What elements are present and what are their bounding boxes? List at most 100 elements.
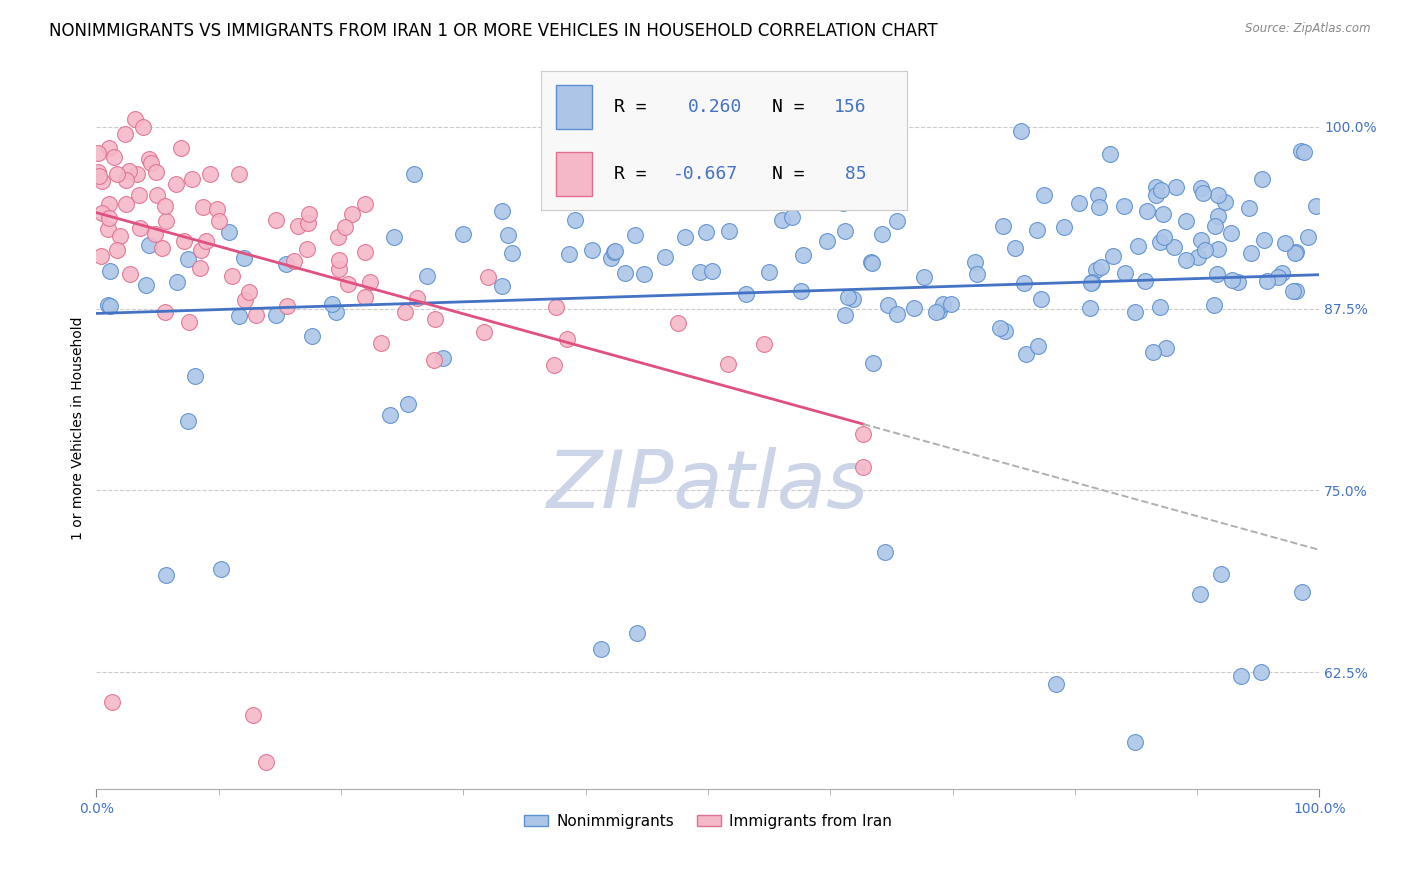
Point	[396, 397, 419, 411]
Point	[276, 299, 298, 313]
Point	[295, 243, 318, 257]
Point	[1289, 145, 1312, 159]
Point	[105, 243, 128, 257]
Point	[333, 219, 356, 234]
Point	[200, 167, 222, 181]
Point	[1087, 200, 1109, 214]
Point	[98, 211, 121, 225]
Point	[790, 284, 813, 298]
Text: -0.667: -0.667	[673, 165, 738, 183]
Point	[98, 263, 121, 277]
Point	[862, 356, 884, 370]
Point	[145, 165, 167, 179]
Point	[336, 277, 359, 291]
Point	[852, 427, 875, 442]
Point	[544, 301, 567, 315]
Point	[145, 188, 167, 202]
Point	[501, 245, 523, 260]
Point	[842, 292, 865, 306]
Point	[91, 174, 114, 188]
Point	[87, 165, 110, 179]
Point	[1102, 249, 1125, 263]
Text: N =: N =	[772, 98, 815, 116]
Point	[695, 225, 717, 239]
Point	[370, 336, 392, 351]
Point	[87, 146, 110, 161]
Point	[1291, 585, 1313, 599]
Point	[170, 141, 193, 155]
Point	[143, 227, 166, 241]
Point	[831, 195, 853, 210]
Point	[138, 238, 160, 252]
Point	[1026, 223, 1049, 237]
Point	[994, 324, 1017, 338]
Point	[432, 351, 454, 365]
Point	[124, 112, 146, 127]
Point	[125, 168, 148, 182]
Point	[1149, 235, 1171, 249]
Point	[758, 265, 780, 279]
Point	[718, 224, 741, 238]
Point	[155, 199, 177, 213]
Point	[1251, 171, 1274, 186]
Point	[1123, 305, 1146, 319]
Point	[254, 755, 277, 769]
Point	[1206, 187, 1229, 202]
Point	[614, 266, 637, 280]
Point	[1189, 181, 1212, 195]
Point	[232, 251, 254, 265]
Point	[97, 221, 120, 235]
Point	[205, 202, 228, 216]
Point	[328, 262, 350, 277]
Point	[1126, 239, 1149, 253]
Point	[1274, 236, 1296, 251]
Point	[165, 177, 187, 191]
Point	[191, 200, 214, 214]
Point	[872, 227, 894, 241]
Point	[903, 301, 925, 316]
Point	[1114, 266, 1136, 280]
Point	[735, 287, 758, 301]
Point	[173, 234, 195, 248]
Point	[1146, 180, 1168, 194]
Point	[108, 229, 131, 244]
Point	[128, 188, 150, 202]
Point	[180, 172, 202, 186]
Point	[1029, 292, 1052, 306]
Point	[1144, 188, 1167, 202]
Point	[963, 255, 986, 269]
Point	[1187, 250, 1209, 264]
Point	[135, 278, 157, 293]
Text: ZIPatlas: ZIPatlas	[547, 447, 869, 525]
Text: 156: 156	[834, 98, 866, 116]
Point	[886, 307, 908, 321]
Point	[139, 156, 162, 170]
Point	[792, 247, 814, 261]
Point	[177, 414, 200, 428]
Point	[931, 296, 953, 310]
Point	[1220, 273, 1243, 287]
Point	[1135, 274, 1157, 288]
Point	[184, 368, 207, 383]
Legend: Nonimmigrants, Immigrants from Iran: Nonimmigrants, Immigrants from Iran	[517, 807, 898, 835]
Point	[1211, 566, 1233, 581]
Point	[605, 185, 627, 199]
Point	[988, 320, 1011, 334]
Point	[1081, 275, 1104, 289]
Point	[1175, 253, 1198, 268]
Point	[1136, 204, 1159, 219]
Text: R =: R =	[614, 165, 658, 183]
Point	[543, 358, 565, 372]
Point	[603, 244, 626, 258]
Point	[834, 224, 856, 238]
Text: Source: ZipAtlas.com: Source: ZipAtlas.com	[1246, 22, 1371, 36]
Point	[190, 244, 212, 258]
Point	[1015, 347, 1038, 361]
Point	[624, 227, 647, 242]
Point	[630, 189, 652, 203]
Point	[1298, 230, 1320, 244]
Point	[1149, 183, 1171, 197]
Point	[287, 219, 309, 233]
Point	[1250, 665, 1272, 679]
Point	[886, 214, 908, 228]
